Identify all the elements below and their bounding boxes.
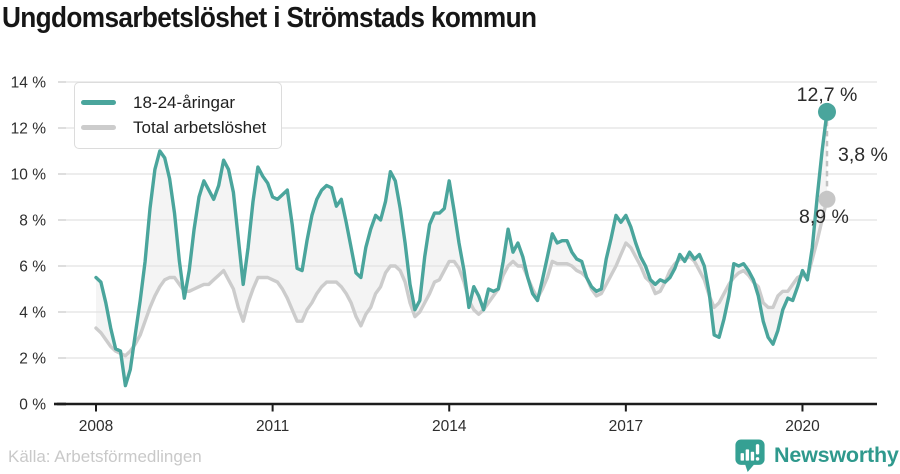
last-point-dot-youth: [818, 102, 836, 121]
chart-title: Ungdomsarbetslöshet i Strömstads kommun: [2, 2, 537, 34]
x-tick-label: 2008: [79, 418, 113, 435]
y-tick-label: 14 %: [11, 75, 47, 92]
series-line-youth: [94, 110, 829, 388]
legend-label-youth: 18-24-åringar: [133, 92, 236, 112]
legend-item-total: Total arbetslöshet: [81, 115, 266, 140]
y-tick-label: 10 %: [11, 167, 47, 184]
annotation-youth-last-value: 12,7 %: [796, 84, 858, 106]
annotation-difference-value: 3,8 %: [838, 144, 888, 166]
x-tick-label: 2017: [609, 418, 643, 435]
legend-label-total: Total arbetslöshet: [133, 117, 267, 137]
legend-item-youth: 18-24-åringar: [81, 90, 266, 115]
newsworthy-brand-text: Newsworthy: [774, 442, 899, 467]
legend-swatch-total: [81, 125, 116, 130]
y-tick-label: 2 %: [19, 351, 46, 368]
y-tick-label: 6 %: [19, 259, 46, 276]
legend: 18-24-åringar Total arbetslöshet: [74, 82, 283, 149]
series-line-total: [94, 197, 829, 358]
annotation-total-last-value: 8,9 %: [799, 206, 849, 228]
legend-swatch-youth: [81, 100, 116, 105]
last-point-dot-total: [818, 190, 836, 208]
x-tick-label: 2011: [256, 418, 289, 435]
y-tick-label: 0 %: [19, 397, 46, 414]
x-tick-label: 2020: [785, 418, 820, 435]
newsworthy-logo-link[interactable]: Newsworthy: [734, 438, 899, 472]
source-note: Källa: Arbetsförmedlingen: [8, 447, 202, 466]
y-tick-label: 4 %: [19, 305, 46, 322]
newsworthy-bubble-chart-icon: [735, 439, 765, 472]
y-tick-label: 8 %: [19, 213, 46, 230]
x-tick-label: 2014: [432, 418, 467, 435]
y-tick-label: 12 %: [11, 121, 47, 138]
